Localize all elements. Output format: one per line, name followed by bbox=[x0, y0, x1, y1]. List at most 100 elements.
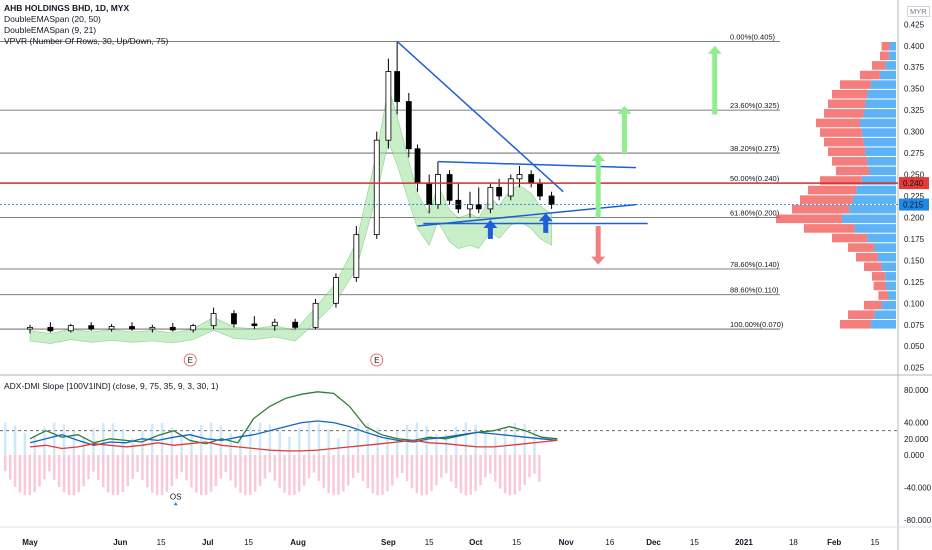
osc-histogram-bar bbox=[195, 455, 198, 493]
volume-profile-down-bar bbox=[880, 51, 889, 61]
candle-body bbox=[548, 195, 555, 205]
osc-histogram-bar bbox=[151, 455, 154, 493]
candle-body bbox=[353, 234, 360, 278]
price-axis-tick: 0.400 bbox=[904, 42, 925, 51]
osc-histogram-bar bbox=[175, 455, 178, 479]
time-axis-tick: Jul bbox=[202, 538, 214, 547]
currency-label[interactable]: MYR bbox=[907, 6, 930, 17]
trendline-descending bbox=[396, 40, 564, 193]
volume-profile-up-bar bbox=[861, 176, 896, 185]
osc-histogram-bar-up bbox=[337, 438, 340, 455]
osc-histogram-bar-up bbox=[347, 429, 350, 455]
osc-histogram-bar bbox=[528, 455, 531, 478]
osc-histogram-bar bbox=[13, 455, 17, 487]
osc-histogram-bar bbox=[8, 455, 12, 480]
osc-histogram-bar bbox=[381, 455, 384, 495]
osc-histogram-bar bbox=[72, 455, 76, 496]
osc-histogram-bar bbox=[533, 455, 536, 474]
osc-histogram-bar bbox=[494, 455, 497, 482]
osc-histogram-bar-up bbox=[53, 422, 56, 455]
osc-histogram-bar-up bbox=[503, 427, 507, 455]
osc-histogram-bar bbox=[155, 455, 159, 496]
osc-histogram-bar bbox=[440, 455, 443, 478]
osc-histogram-bar bbox=[464, 455, 468, 496]
osc-histogram-bar-up bbox=[513, 422, 517, 455]
volume-profile-down-bar bbox=[816, 118, 860, 128]
osc-histogram-bar bbox=[278, 455, 281, 488]
candle-body bbox=[435, 174, 441, 205]
candle-body bbox=[467, 204, 473, 210]
candle-body bbox=[129, 326, 135, 330]
indicator-legend-1[interactable]: DoubleEMASpan (20, 50) bbox=[4, 14, 101, 24]
osc-histogram-bar-up bbox=[386, 436, 389, 455]
indicator-legend-3[interactable]: VPVR (Number Of Rows, 30, Up/Down, 75) bbox=[4, 36, 169, 46]
lower-indicator-legend[interactable]: ADX-DMI Slope [100V1IND] (close, 9, 75, … bbox=[4, 381, 219, 391]
osc-histogram-bar bbox=[400, 455, 404, 474]
time-axis-tick: Dec bbox=[646, 538, 661, 547]
osc-histogram-bar-up bbox=[298, 428, 301, 455]
symbol-title[interactable]: AHB HOLDINGS BHD, 1D, MYX bbox=[4, 3, 130, 13]
osc-histogram-bar-up bbox=[464, 422, 468, 455]
osc-histogram-bar bbox=[253, 455, 257, 492]
price-axis-tick: 0.125 bbox=[904, 278, 925, 287]
osc-series-line bbox=[29, 420, 558, 446]
volume-profile-down-bar bbox=[832, 157, 868, 166]
volume-profile-up-bar bbox=[885, 281, 896, 291]
price-axis-tick: 0.075 bbox=[904, 321, 925, 330]
price-label-bg bbox=[899, 198, 929, 211]
osc-histogram-bar-up bbox=[239, 434, 242, 455]
volume-profile-down-bar bbox=[824, 137, 864, 147]
volume-profile-up-bar bbox=[867, 157, 896, 166]
osc-histogram-bar bbox=[170, 455, 174, 487]
fib-level-label: 0.00%(0.405) bbox=[730, 32, 776, 41]
osc-histogram-bar bbox=[317, 455, 321, 481]
target-arrow-down-head bbox=[591, 256, 606, 265]
osc-histogram-bar bbox=[425, 455, 428, 495]
osc-histogram-bar bbox=[111, 455, 115, 496]
osc-histogram-bar bbox=[405, 455, 409, 482]
time-axis-tick: 15 bbox=[690, 538, 699, 547]
osc-histogram-bar bbox=[435, 455, 438, 486]
trendline-triangle-top bbox=[437, 160, 637, 169]
volume-profile-up-bar bbox=[867, 89, 896, 99]
support-arrow-1-head bbox=[483, 220, 498, 229]
osc-axis-tick: 20.000 bbox=[904, 435, 929, 444]
price-axis-tick: 0.150 bbox=[904, 256, 925, 265]
osc-histogram-bar bbox=[185, 455, 188, 481]
time-axis-tick: 15 bbox=[871, 538, 880, 547]
osc-histogram-bar bbox=[484, 455, 487, 478]
osc-histogram-bar bbox=[87, 455, 90, 480]
osc-histogram-bar bbox=[376, 455, 379, 496]
osc-histogram-bar bbox=[219, 455, 223, 479]
fib-level-label: 50.00%(0.240) bbox=[730, 174, 780, 183]
candle-body bbox=[537, 182, 543, 197]
osc-histogram-bar bbox=[229, 455, 232, 481]
time-axis-tick: 16 bbox=[605, 538, 614, 547]
osc-histogram-bar-up bbox=[366, 422, 370, 455]
osc-histogram-bar-up bbox=[43, 426, 46, 455]
osc-histogram-bar bbox=[48, 455, 51, 472]
volume-profile-down-bar bbox=[828, 99, 866, 109]
volume-profile-down-bar bbox=[878, 291, 889, 300]
time-axis-tick: Oct bbox=[469, 538, 483, 547]
volume-profile-down-bar bbox=[800, 195, 853, 204]
osc-histogram-bar bbox=[479, 455, 482, 486]
osc-histogram-bar bbox=[342, 455, 345, 492]
price-axis-tick: 0.175 bbox=[904, 235, 925, 244]
osc-histogram-bar-up bbox=[396, 431, 399, 455]
osc-histogram-bar-up bbox=[33, 435, 36, 455]
volume-profile-up-bar bbox=[849, 204, 896, 214]
osc-axis-tick: -40.000 bbox=[904, 483, 932, 492]
volume-profile-up-bar bbox=[874, 310, 896, 319]
osc-histogram-bar bbox=[18, 455, 22, 493]
price-axis-tick: 0.350 bbox=[904, 85, 925, 94]
candle-body bbox=[190, 325, 197, 331]
volume-profile-up-bar bbox=[869, 166, 896, 176]
volume-profile-down-bar bbox=[848, 310, 875, 319]
volume-profile-up-bar bbox=[867, 233, 896, 243]
time-axis-tick: Feb bbox=[827, 538, 841, 547]
candle-body bbox=[169, 326, 176, 331]
indicator-legend-2[interactable]: DoubleEMASpan (9, 21) bbox=[4, 25, 97, 35]
osc-histogram-bar bbox=[53, 455, 56, 480]
